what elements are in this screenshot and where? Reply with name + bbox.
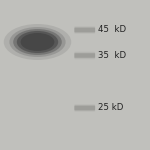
Text: 45  kD: 45 kD xyxy=(98,26,126,34)
Ellipse shape xyxy=(4,24,71,60)
FancyBboxPatch shape xyxy=(74,53,95,58)
Ellipse shape xyxy=(13,29,62,55)
FancyBboxPatch shape xyxy=(74,53,95,58)
Ellipse shape xyxy=(9,27,66,57)
Ellipse shape xyxy=(17,31,58,53)
FancyBboxPatch shape xyxy=(74,105,95,111)
Ellipse shape xyxy=(21,33,54,51)
Text: 25 kD: 25 kD xyxy=(98,103,124,112)
FancyBboxPatch shape xyxy=(74,27,95,33)
FancyBboxPatch shape xyxy=(74,26,95,34)
FancyBboxPatch shape xyxy=(74,28,95,32)
FancyBboxPatch shape xyxy=(74,52,95,59)
FancyBboxPatch shape xyxy=(74,106,95,110)
FancyBboxPatch shape xyxy=(74,104,95,112)
Text: 35  kD: 35 kD xyxy=(98,51,126,60)
